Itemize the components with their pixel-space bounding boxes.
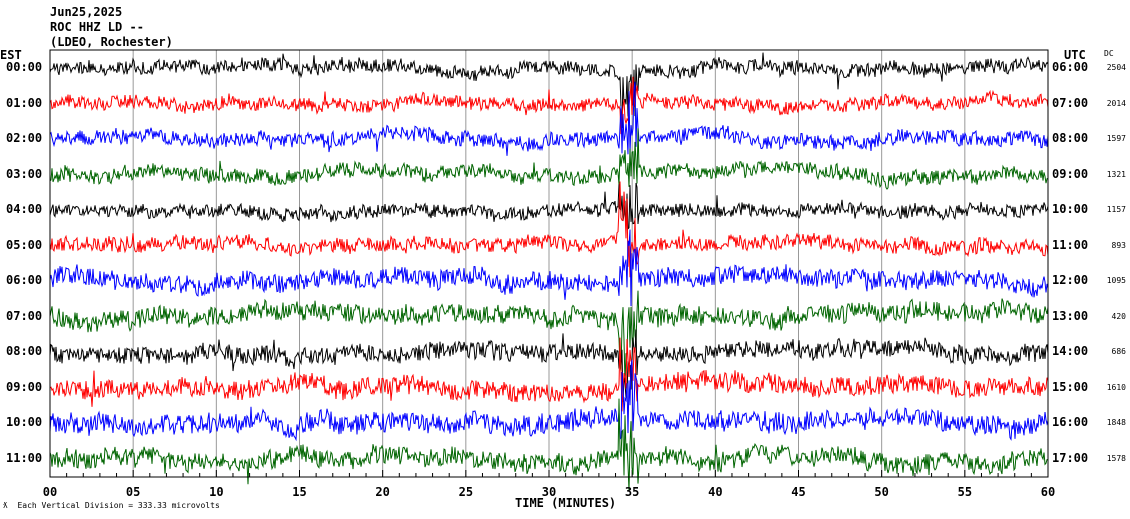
est-label: 01:00 (6, 95, 43, 110)
est-label: 03:00 (6, 166, 43, 181)
trace-row-08:00 (49, 329, 1049, 402)
dc-value: 1095 (1106, 276, 1126, 285)
trace-row-00:00 (49, 52, 1049, 129)
trace-row-04:00 (49, 182, 1049, 231)
x-tick-label: 35 (624, 485, 640, 499)
x-tick-label: 60 (1040, 485, 1056, 499)
utc-label: 09:00 (1052, 166, 1089, 181)
est-label: 10:00 (6, 415, 43, 429)
est-label: 08:00 (6, 344, 43, 358)
network-label: (LDEO, Rochester) (50, 35, 173, 49)
utc-label: 14:00 (1052, 344, 1089, 358)
x-tick-label: 40 (708, 485, 723, 499)
utc-label: 10:00 (1052, 202, 1089, 216)
utc-label: 16:00 (1052, 415, 1089, 429)
x-tick-label: 50 (874, 485, 889, 499)
trace-row-10:00 (49, 359, 1049, 442)
x-tick-label: 15 (292, 485, 307, 499)
trace-row-07:00 (49, 290, 1049, 384)
trace-row-05:00 (49, 181, 1049, 278)
utc-label: 12:00 (1052, 273, 1089, 287)
grid (49, 50, 1049, 477)
est-label: 09:00 (6, 379, 43, 394)
dc-value: 1848 (1106, 418, 1126, 427)
utc-label: 13:00 (1052, 308, 1089, 323)
trace-row-02:00 (49, 81, 1049, 156)
utc-axis-title: UTC (1064, 48, 1086, 62)
est-axis-title: EST (0, 48, 22, 62)
dc-value: 1157 (1106, 205, 1126, 214)
utc-label: 17:00 (1052, 450, 1089, 465)
dc-value: 2504 (1106, 63, 1126, 72)
trace-row-09:00 (49, 337, 1049, 412)
est-label: 00:00 (6, 60, 43, 74)
dc-value: 1578 (1106, 453, 1126, 463)
est-label: 11:00 (6, 450, 43, 465)
x-tick-label: 55 (957, 485, 973, 499)
x-tick-label: 25 (458, 485, 474, 499)
x-tick-label: 45 (791, 485, 806, 499)
dc-value: 2014 (1106, 98, 1126, 108)
x-tick-label: 00 (42, 485, 58, 499)
x-tick-label: 30 (541, 485, 557, 499)
est-label: 04:00 (6, 202, 43, 216)
utc-label: 11:00 (1052, 237, 1089, 252)
trace-row-01:00 (49, 76, 1049, 135)
dc-title: DC (1104, 49, 1114, 58)
scale-note: ƛ Each Vertical Division = 333.33 microv… (3, 501, 220, 510)
dc-value: 686 (1111, 347, 1126, 356)
utc-label: 15:00 (1052, 379, 1089, 394)
utc-label: 07:00 (1052, 95, 1089, 110)
scale-text: Each Vertical Division = 333.33 microvol… (17, 501, 220, 510)
trace-row-11:00 (49, 398, 1048, 492)
trace-row-06:00 (49, 229, 1049, 307)
dc-value: 893 (1111, 240, 1126, 250)
dc-value: 1597 (1106, 134, 1126, 143)
x-axis-title: TIME (MINUTES) (515, 496, 617, 510)
utc-label: 06:00 (1052, 60, 1089, 74)
station-label: ROC HHZ LD -- (50, 20, 144, 34)
logo-icon: ƛ (3, 501, 8, 510)
x-tick-label: 05 (125, 485, 141, 499)
traces (49, 52, 1049, 492)
x-tick-label: 10 (209, 485, 224, 499)
dc-value: 1321 (1106, 169, 1126, 179)
est-label: 05:00 (6, 237, 43, 252)
plot-frame (49, 49, 1049, 478)
utc-label: 08:00 (1052, 131, 1089, 145)
est-label: 02:00 (6, 131, 43, 145)
trace-row-03:00 (49, 128, 1049, 190)
x-tick-label: 20 (375, 485, 390, 499)
est-label: 07:00 (6, 308, 43, 323)
est-label: 06:00 (6, 273, 43, 287)
date-label: Jun25,2025 (50, 5, 123, 19)
dc-value: 1610 (1106, 382, 1126, 392)
dc-value: 420 (1111, 311, 1126, 321)
